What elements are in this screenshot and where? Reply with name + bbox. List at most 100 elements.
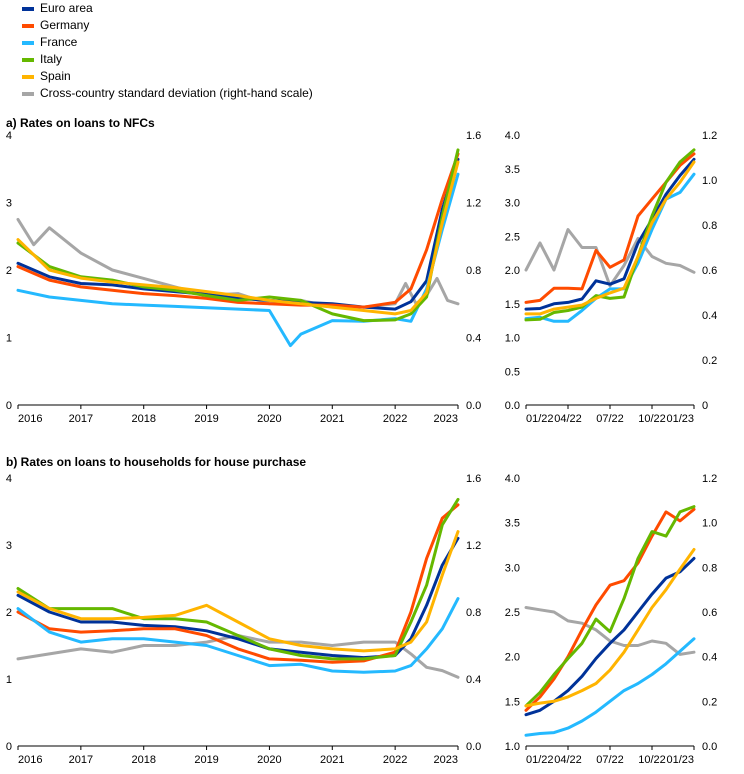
y2-tick-label: 0.8 [702,220,717,232]
series-line-france [16,172,460,348]
series-line-euro [16,536,460,660]
y-tick-label: 1 [6,674,12,686]
legend-swatch [22,23,34,28]
y-tick-label: 3.0 [505,562,520,574]
legend-swatch [22,6,34,11]
y2-tick-label: 1.6 [466,473,481,485]
panel-a-title: a) Rates on loans to NFCs [6,116,155,130]
y2-tick-label: 1.0 [702,518,717,530]
x-tick-label: 2018 [131,413,155,425]
x-tick-label: 2020 [257,413,281,425]
x-tick-label: 2022 [383,754,407,766]
x-tick-label: 01/22 [526,754,554,766]
legend-label: Cross-country standard deviation (right-… [40,86,313,100]
series-line-euro [524,157,696,311]
legend-label: France [40,35,78,49]
x-tick-label: 2023 [434,754,458,766]
x-tick-label: 2020 [257,754,281,766]
series-line-italy [524,148,696,322]
x-tick-label: 2021 [320,413,344,425]
y-tick-label: 0 [6,400,12,412]
x-tick-label: 2017 [69,413,93,425]
y2-tick-label: 0.8 [466,265,481,277]
x-tick-label: 2019 [194,754,218,766]
x-tick-label: 2023 [434,413,458,425]
series-line-germany [16,503,460,664]
series-line-france [524,637,696,737]
y-tick-label: 4 [6,130,12,142]
legend-swatch [22,57,34,62]
x-tick-label: 2016 [18,413,42,425]
panel-b-title: b) Rates on loans to households for hous… [6,455,307,469]
y2-tick-label: 0.4 [702,652,717,664]
series-line-italy [16,497,460,661]
y-tick-label: 2 [6,607,12,619]
legend-item: Euro area [22,0,313,17]
y-tick-label: 2.5 [505,231,520,243]
y2-tick-label: 0.0 [466,741,481,753]
x-tick-label: 04/22 [554,413,582,425]
y-tick-label: 2.0 [505,265,520,277]
series-line-spain [524,160,696,316]
series-line-spain [16,530,460,653]
x-tick-label: 2022 [383,413,407,425]
y-tick-label: 2.0 [505,652,520,664]
y-tick-label: 2 [6,265,12,277]
legend-label: Italy [40,52,63,66]
legend-swatch [22,91,34,96]
y2-tick-label: 1.0 [702,175,717,187]
y-tick-label: 1.5 [505,696,520,708]
x-tick-label: 07/22 [596,413,624,425]
legend-item: Italy [22,51,313,68]
x-tick-label: 2019 [194,413,218,425]
x-tick-label: 2017 [69,754,93,766]
series-line-italy [524,505,696,708]
y-tick-label: 1 [6,333,12,345]
series-line-germany [524,507,696,712]
y-tick-label: 2.5 [505,607,520,619]
series-line-spain [16,160,460,316]
y-tick-label: 3.5 [505,518,520,530]
y2-tick-label: 0 [702,400,708,412]
y-tick-label: 3.5 [505,164,520,176]
x-tick-label: 2018 [131,754,155,766]
y2-tick-label: 1.2 [466,540,481,552]
y-tick-label: 1.0 [505,741,520,753]
y2-tick-label: 0.4 [466,674,481,686]
legend-label: Germany [40,18,90,32]
y2-tick-label: 0.8 [702,562,717,574]
y2-tick-label: 0.0 [702,741,717,753]
y-tick-label: 4.0 [505,473,520,485]
legend-item: France [22,34,313,51]
x-tick-label: 10/22 [638,754,666,766]
y-tick-label: 1.0 [505,333,520,345]
y2-tick-label: 0.8 [466,607,481,619]
legend-swatch [22,74,34,79]
legend: Euro area Germany France Italy Spain Cross-co… [22,0,313,102]
x-tick-label: 01/22 [526,413,554,425]
series-line-crosscountry [524,606,696,656]
series-line-spain [524,548,696,708]
y-tick-label: 4.0 [505,130,520,142]
legend-label: Spain [40,69,71,83]
legend-swatch [22,40,34,45]
y2-tick-label: 0.0 [466,400,481,412]
y2-tick-label: 0.6 [702,607,717,619]
y2-tick-label: 1.6 [466,130,481,142]
series-line-italy [16,148,460,323]
x-tick-label: 01/23 [666,754,694,766]
series-line-crosscountry [16,217,460,309]
y-tick-label: 3 [6,540,12,552]
x-tick-label: 07/22 [596,754,624,766]
y-tick-label: 0.5 [505,366,520,378]
y2-tick-label: 1.2 [702,473,717,485]
y2-tick-label: 0.2 [702,355,717,367]
series-line-euro [524,556,696,717]
y-tick-label: 3.0 [505,198,520,210]
y-tick-label: 3 [6,198,12,210]
x-tick-label: 2016 [18,754,42,766]
x-tick-label: 2021 [320,754,344,766]
y-tick-label: 4 [6,473,12,485]
y2-tick-label: 0.4 [466,333,481,345]
